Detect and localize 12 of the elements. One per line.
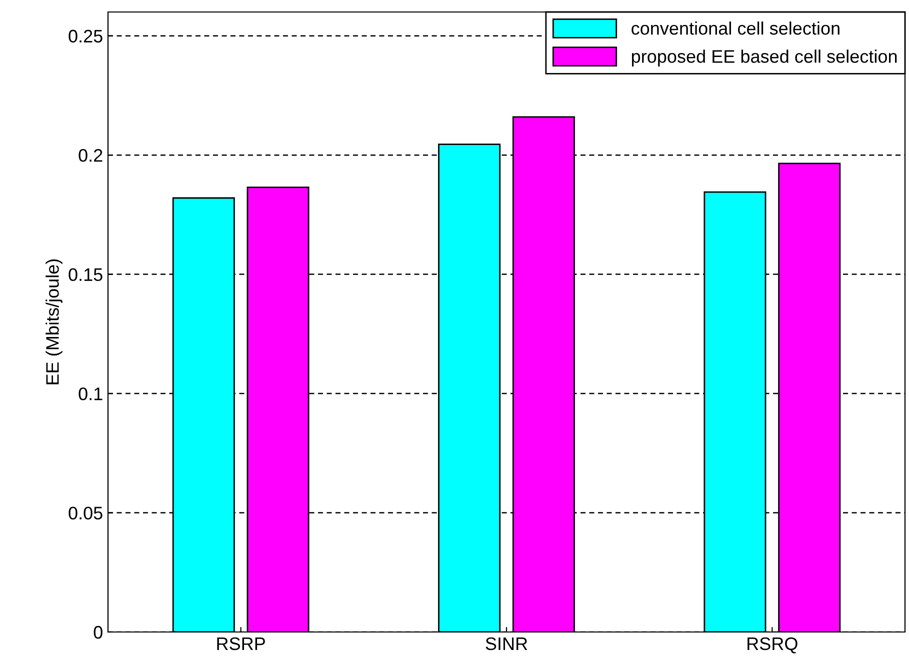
- x-tick-label: SINR: [486, 637, 528, 650]
- x-tick-label: RSRQ: [748, 637, 798, 654]
- legend-label: conventional cell selection: [632, 21, 840, 35]
- y-tick-label: 0.2: [78, 149, 102, 162]
- x-tick-label: RSRP: [217, 637, 265, 650]
- y-tick-label: 0: [94, 626, 102, 639]
- y-axis-title: EE (Mbits/joule): [46, 259, 62, 384]
- y-tick-label: 0.15: [68, 268, 102, 282]
- y-tick-label: 0.05: [68, 506, 102, 520]
- y-tick-label: 0.25: [68, 30, 102, 43]
- legend-label: proposed EE based cell selection: [632, 50, 897, 66]
- y-tick-label: 0.1: [78, 387, 102, 400]
